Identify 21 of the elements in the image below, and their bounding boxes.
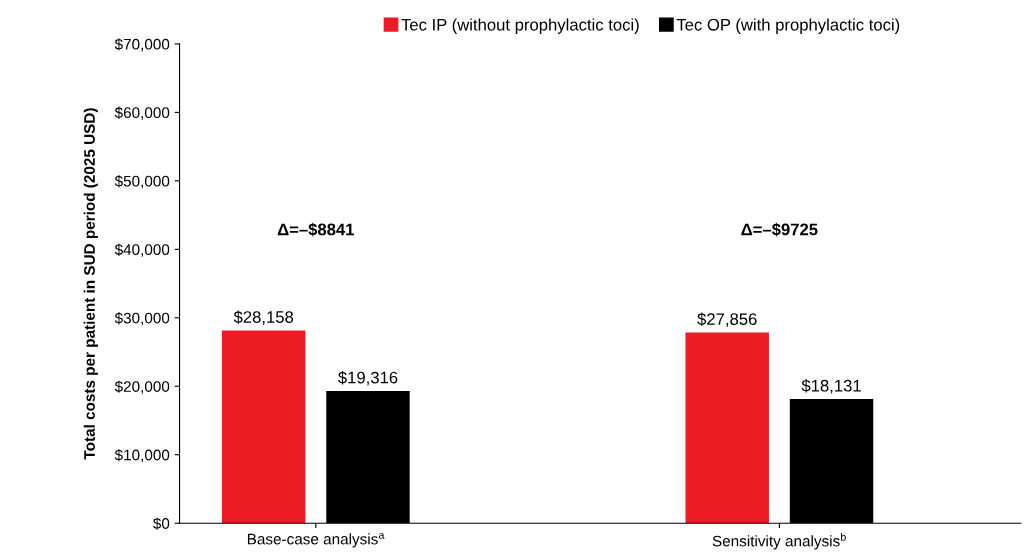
data-label: $28,158 xyxy=(233,310,294,325)
y-tick-label: $70,000 xyxy=(114,38,170,52)
bar xyxy=(221,330,306,524)
bar xyxy=(685,332,769,524)
y-axis-title: Total costs per patient in SUD period (2025 USD) xyxy=(83,108,98,460)
y-tick-label: $30,000 xyxy=(114,312,170,326)
y-tick-label: $50,000 xyxy=(114,175,170,189)
annotation: Δ=–$9725 xyxy=(741,222,818,237)
y-tick-label: $0 xyxy=(153,517,170,530)
y-tick-label: $60,000 xyxy=(114,106,170,120)
legend-label: Tec OP (with prophylactic toci) xyxy=(676,18,900,34)
y-tick-label: $40,000 xyxy=(114,243,170,257)
data-label: $19,316 xyxy=(338,370,398,386)
y-tick-label: $20,000 xyxy=(114,380,170,394)
x-tick-label: Sensitivity analysis$^{b}$ xyxy=(712,532,846,550)
y-tick-label: $10,000 xyxy=(114,448,170,463)
annotation: Δ=–$8841 xyxy=(277,222,355,237)
data-label: $27,856 xyxy=(697,312,757,327)
x-tick-label: Base-case analysis$^{a}$ xyxy=(247,532,385,548)
legend-label: Tec IP (without prophylactic toci) xyxy=(401,18,639,34)
data-label: $18,131 xyxy=(801,379,861,394)
